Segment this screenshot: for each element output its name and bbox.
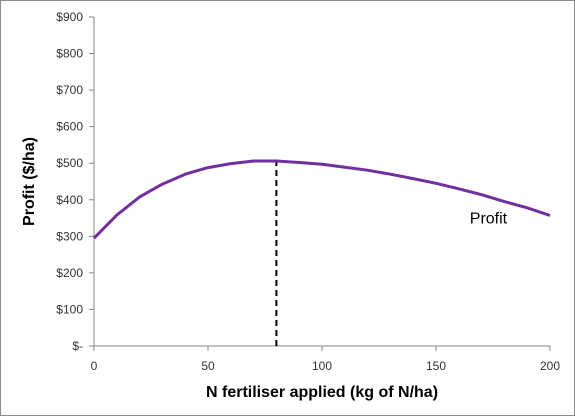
y-tick-label: $700 <box>56 83 83 97</box>
y-tick-label: $900 <box>56 10 83 24</box>
y-axis-title: Profit ($/ha) <box>21 137 38 226</box>
x-tick-label: 100 <box>312 359 332 373</box>
y-tick-label: $400 <box>56 193 83 207</box>
y-tick-label: $600 <box>56 120 83 134</box>
y-tick-label: $200 <box>56 266 83 280</box>
chart-marks <box>94 161 550 346</box>
y-tick-label: $800 <box>56 47 83 61</box>
x-axis: 0 50 100 150 200 <box>91 346 561 373</box>
x-tick-label: 150 <box>426 359 446 373</box>
y-tick-label: $- <box>72 339 83 353</box>
series-label-profit: Profit <box>470 211 508 228</box>
x-tick-label: 50 <box>201 359 215 373</box>
y-tick-label: $300 <box>56 229 83 243</box>
y-tick-label: $500 <box>56 156 83 170</box>
x-tick-label: 200 <box>540 359 560 373</box>
y-tick-label: $100 <box>56 302 83 316</box>
y-axis: $- $100 $200 $300 $400 $500 $600 $700 $800 $900 <box>56 10 94 353</box>
x-axis-title: N fertiliser applied (kg of N/ha) <box>206 384 438 401</box>
x-tick-label: 0 <box>91 359 98 373</box>
